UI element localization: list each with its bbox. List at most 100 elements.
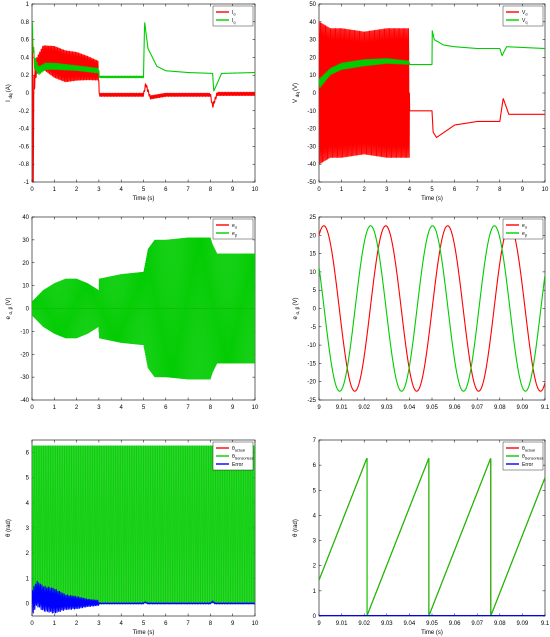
y-tick-label: 0	[313, 307, 317, 313]
y-tick-label: 20	[22, 261, 29, 267]
x-tick-label: 5	[142, 187, 146, 193]
y-axis-label: θ (rad)	[6, 519, 12, 537]
chart-5: 0 1 2 3 4 5 6 7 8 9 10 0 1 2 3 4 5 6 Time (s) θ (rad) θactu…	[6, 439, 259, 636]
y-tick-label: 1	[313, 589, 317, 595]
legend-box	[212, 218, 254, 240]
x-axis-label: Time (s)	[133, 630, 155, 636]
series-q-line	[319, 30, 545, 89]
legend-label-sub: q	[525, 21, 527, 25]
legend-box	[212, 5, 254, 27]
plot-area	[32, 21, 255, 182]
x-tick-label: 9.03	[381, 621, 393, 627]
x-tick-label: 6	[164, 621, 168, 627]
series-q-line	[32, 22, 255, 92]
x-tick-label: 9	[231, 621, 235, 627]
x-tick-label: 9.05	[426, 405, 438, 411]
legend-label: eβ	[232, 231, 238, 238]
y-tick-label: -30	[307, 144, 316, 150]
x-tick-label: 5	[142, 405, 146, 411]
y-axis-label-sub: dq	[8, 92, 13, 98]
x-axis-label: Time (s)	[421, 630, 443, 636]
y-axis-label-sub: dq	[295, 91, 300, 97]
series-error-line	[32, 580, 255, 614]
y-tick-label: 0.2	[21, 73, 30, 79]
x-axis-label: Time (s)	[133, 196, 155, 202]
y-axis-label-sub: α, β	[295, 306, 300, 315]
x-tick-label: 9.08	[494, 621, 506, 627]
y-tick-label: 25	[309, 215, 316, 221]
x-tick-label: 8	[209, 621, 213, 627]
legend-label-sub: β	[235, 234, 238, 238]
x-tick-label: 7	[476, 187, 480, 193]
y-tick-label: -25	[307, 398, 316, 404]
legend-label: θactual	[522, 446, 535, 453]
legend-label-sub: Sensorless	[235, 457, 254, 461]
legend-label-sub: actual	[525, 449, 535, 453]
x-tick-label: 9	[521, 187, 525, 193]
legend-label: θSensorless	[232, 454, 254, 461]
legend-label: eβ	[522, 231, 528, 238]
x-tick-label: 8	[209, 187, 213, 193]
x-tick-label: 4	[408, 187, 412, 193]
x-tick-label: 6	[453, 187, 457, 193]
x-tick-label: 1	[53, 405, 57, 411]
legend-label-sub: d	[233, 13, 235, 17]
x-tick-label: 8	[209, 405, 213, 411]
y-tick-label: 0.4	[21, 55, 30, 61]
x-tick-label: 5	[430, 187, 434, 193]
x-tick-label: 2	[75, 405, 79, 411]
y-tick-label: 40	[309, 20, 316, 26]
chart-3: 0 1 2 3 4 5 6 7 8 9 10 -40 -30 -20 -10 0 10 20 30 40 e α, β …	[6, 215, 259, 411]
legend-label: θactual	[232, 446, 245, 453]
y-tick-label: 10	[309, 73, 316, 79]
x-tick-label: 9.1	[541, 621, 550, 627]
y-tick-label: 0	[313, 91, 317, 97]
y-tick-label: -0.8	[19, 162, 30, 168]
y-axis-label: e α, β (V)	[293, 298, 300, 320]
x-tick-label: 9.02	[358, 405, 370, 411]
legend-label: Error	[232, 462, 243, 468]
legend-label-sub: α	[235, 226, 238, 230]
legend-label-sub: Sensorless	[525, 457, 544, 461]
x-tick-label: 0	[30, 621, 34, 627]
y-tick-label: -5	[311, 325, 317, 331]
legend-label: Id	[232, 10, 236, 17]
y-tick-label: -0.4	[19, 127, 30, 133]
x-tick-label: 7	[186, 405, 190, 411]
y-tick-label: -10	[20, 329, 29, 335]
y-tick-label: 2	[313, 564, 317, 570]
x-tick-label: 9.07	[471, 621, 483, 627]
y-tick-label: -10	[307, 343, 316, 349]
legend-label-sub: β	[525, 234, 528, 238]
y-tick-label: 4	[26, 501, 30, 507]
y-tick-label: 6	[26, 451, 30, 457]
y-tick-label: 10	[22, 284, 29, 290]
y-axis-label: e α, β (V)	[6, 298, 13, 320]
x-tick-label: 9	[231, 405, 235, 411]
series-sensorless-line	[319, 457, 545, 616]
x-tick-label: 8	[498, 187, 502, 193]
y-tick-label: -0.2	[19, 109, 30, 115]
y-tick-label: 5	[313, 288, 317, 294]
x-tick-label: 9.01	[336, 621, 348, 627]
x-tick-label: 5	[142, 621, 146, 627]
x-tick-label: 0	[30, 187, 34, 193]
x-tick-label: 6	[164, 187, 168, 193]
x-tick-label: 9	[231, 187, 235, 193]
legend-label: Vq	[522, 18, 527, 25]
chart-4: 9 9.01 9.02 9.03 9.04 9.05 9.06 9.07 9.08 9.09 9.1…	[293, 215, 550, 411]
legend-box	[212, 441, 254, 471]
y-tick-label: -20	[20, 352, 29, 358]
y-axis-label: θ (rad)	[293, 519, 299, 537]
x-tick-label: 4	[120, 621, 124, 627]
y-tick-label: -40	[307, 162, 316, 168]
y-tick-label: -0.6	[19, 144, 30, 150]
x-tick-label: 9.02	[358, 621, 370, 627]
y-tick-label: -15	[307, 361, 316, 367]
y-axis-label-sub: α, β	[8, 306, 13, 315]
y-axis-label-unit: (V)	[293, 298, 299, 306]
